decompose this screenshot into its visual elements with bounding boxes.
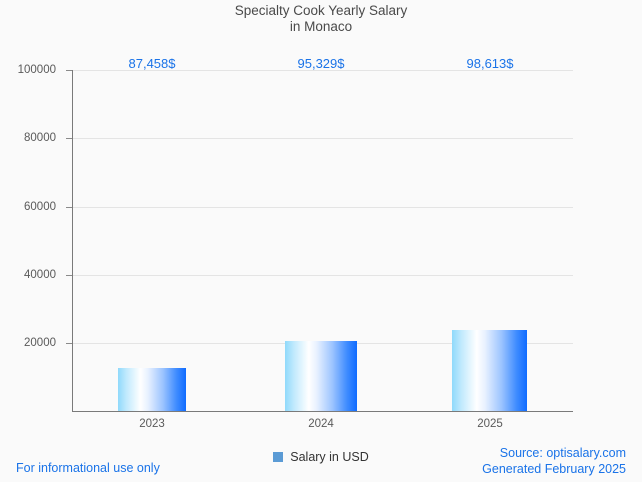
- bar-value-label-2023: 87,458$: [128, 56, 176, 71]
- bar-value-label-2025: 98,613$: [466, 56, 514, 71]
- y-axis-tick-label-80000: 80000: [24, 132, 56, 144]
- footer-source-block: Source: optisalary.com Generated Februar…: [482, 446, 626, 477]
- legend-label-salary-in-usd: Salary in USD: [290, 450, 369, 464]
- gridline-100000: [73, 70, 573, 71]
- x-axis-tick-label-2023: 2023: [139, 418, 165, 430]
- bar-2023[interactable]: [118, 368, 186, 411]
- y-axis-line: [72, 70, 73, 412]
- x-axis-tick-label-2024: 2024: [308, 418, 334, 430]
- y-axis-tick-label-60000: 60000: [24, 201, 56, 213]
- y-axis-tick-mark-60000: [66, 207, 73, 208]
- x-axis-line: [72, 411, 573, 412]
- gridline-60000: [73, 207, 573, 208]
- y-axis-tick-label-20000: 20000: [24, 337, 56, 349]
- y-axis-tick-mark-40000: [66, 275, 73, 276]
- y-axis-tick-label-100000: 100000: [17, 64, 56, 76]
- y-axis-tick-mark-100000: [66, 70, 73, 71]
- legend-swatch-icon: [273, 452, 284, 462]
- gridline-80000: [73, 138, 573, 139]
- chart-title-line-1: Specialty Cook Yearly Salary: [234, 3, 408, 18]
- plot-area: [73, 70, 573, 411]
- bar-2024[interactable]: [285, 341, 357, 411]
- y-axis-tick-mark-80000: [66, 138, 73, 139]
- x-axis-tick-label-2025: 2025: [477, 418, 503, 430]
- bar-2025[interactable]: [452, 330, 527, 411]
- y-axis-tick-label-40000: 40000: [24, 269, 56, 281]
- footer-disclaimer: For informational use only: [16, 461, 160, 475]
- chart-legend: Salary in USD: [0, 450, 642, 464]
- bar-value-label-2024: 95,329$: [297, 56, 345, 71]
- chart-title-line-2: in Monaco: [289, 19, 353, 34]
- chart-title: Specialty Cook Yearly Salary in Monaco: [0, 3, 642, 35]
- y-axis-tick-mark-20000: [66, 343, 73, 344]
- gridline-40000: [73, 275, 573, 276]
- footer-generated-date: Generated February 2025: [482, 461, 626, 476]
- footer-source: Source: optisalary.com: [499, 446, 626, 460]
